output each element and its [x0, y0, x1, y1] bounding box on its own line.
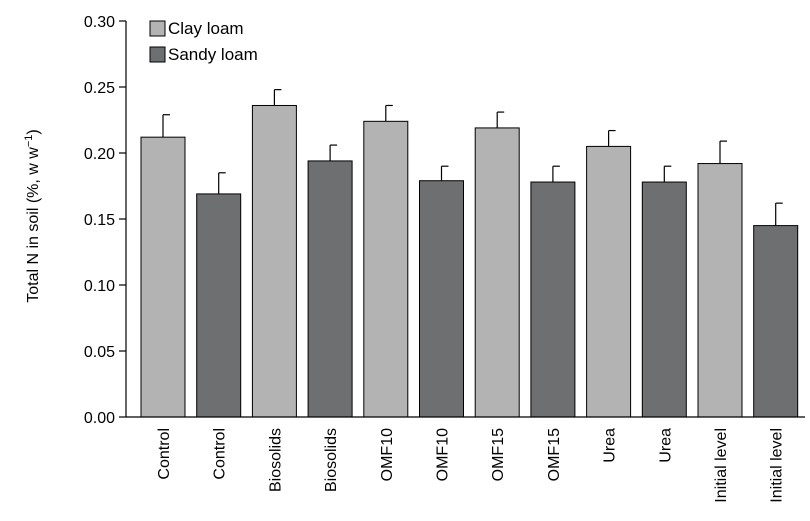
- x-tick-label-control-sandy-loam: Control: [212, 428, 229, 480]
- legend-swatch-sandy-loam: [149, 46, 166, 63]
- bar-urea-clay-loam: [586, 145, 632, 418]
- x-tick-label-urea-clay-loam: Urea: [602, 428, 619, 463]
- y-tick-label: 0.00: [84, 410, 115, 427]
- y-axis-label-close: ): [25, 129, 42, 134]
- bar-initial-level-clay-loam: [697, 163, 743, 418]
- y-axis-label-main: Total N in soil (%, w w: [25, 147, 42, 303]
- y-tick-label: 0.05: [84, 344, 115, 361]
- legend-label-clay-loam: Clay loam: [168, 19, 244, 38]
- x-tick-label-omf10-sandy-loam: OMF10: [435, 428, 452, 481]
- bar-urea-sandy-loam: [641, 181, 687, 418]
- y-tick-label: 0.15: [84, 212, 115, 229]
- x-tick-label-urea-sandy-loam: Urea: [657, 428, 674, 463]
- y-axis-label: Total N in soil (%, w w−1): [23, 129, 42, 302]
- x-tick-label-biosolids-clay-loam: Biosolids: [267, 428, 284, 492]
- x-axis: Control Control Biosolids Biosolids OMF10 OMF…: [126, 416, 805, 503]
- y-tick-label: 0.10: [84, 278, 115, 295]
- y-tick-label: 0.25: [84, 80, 115, 97]
- y-axis-label-sup: −1: [23, 135, 35, 148]
- x-tick-label-initial-level-clay-loam: Initial level: [713, 428, 730, 503]
- x-tick-label-omf10-clay-loam: OMF10: [379, 428, 396, 481]
- bar-omf10-clay-loam: [363, 120, 409, 418]
- bar-control-clay-loam: [140, 136, 186, 418]
- bar-biosolids-clay-loam: [251, 104, 297, 418]
- y-tick-label: 0.20: [84, 146, 115, 163]
- y-axis: 0.00 0.05 0.10 0.15 0.20 0.25 0.30: [84, 14, 127, 427]
- x-tick-label-omf15-clay-loam: OMF15: [490, 428, 507, 481]
- bar-omf15-clay-loam: [474, 127, 520, 418]
- bar-biosolids-sandy-loam: [307, 160, 353, 418]
- legend-label-sandy-loam: Sandy loam: [168, 45, 258, 64]
- bar-omf10-sandy-loam: [419, 180, 464, 418]
- bars: [140, 89, 799, 418]
- legend: Clay loam Sandy loam: [149, 19, 258, 64]
- x-tick-label-omf15-sandy-loam: OMF15: [546, 428, 563, 481]
- y-tick-label: 0.30: [84, 14, 115, 31]
- bar-initial-level-sandy-loam: [753, 225, 799, 418]
- bar-control-sandy-loam: [196, 193, 242, 418]
- legend-swatch-clay-loam: [149, 20, 166, 37]
- x-tick-label-control-clay-loam: Control: [156, 428, 173, 480]
- x-tick-label-initial-level-sandy-loam: Initial level: [769, 428, 786, 503]
- x-tick-label-biosolids-sandy-loam: Biosolids: [323, 428, 340, 492]
- bar-omf15-sandy-loam: [530, 181, 576, 418]
